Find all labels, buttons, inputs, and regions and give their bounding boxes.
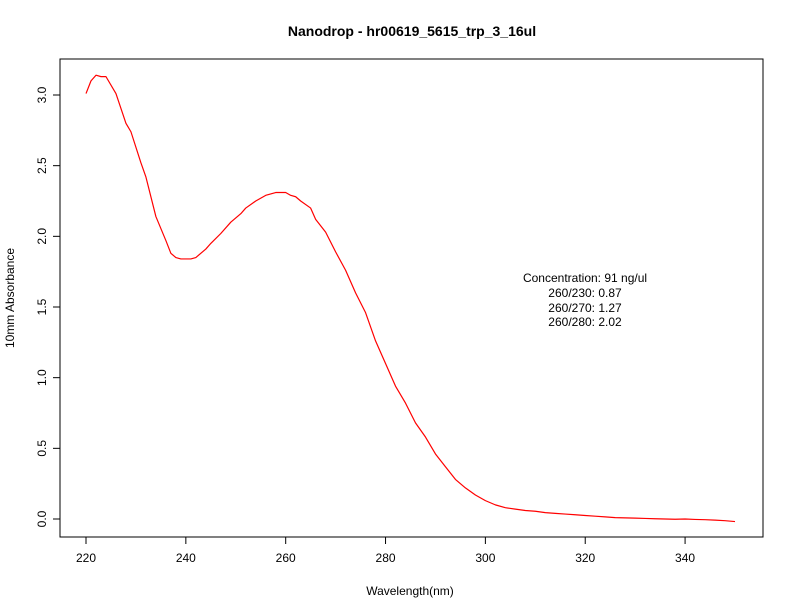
y-tick-label: 3.0: [35, 86, 49, 103]
chart-title: Nanodrop - hr00619_5615_trp_3_16ul: [288, 23, 536, 39]
series-layer: [85, 74, 736, 523]
annotation-block: Concentration: 91 ng/ul 260/230: 0.87 26…: [523, 271, 647, 329]
annotation-concentration: Concentration: 91 ng/ul: [523, 271, 647, 285]
y-tick-label: 0.0: [35, 510, 49, 527]
y-axis: 0.0 0.5 1.0 1.5 2.0 2.5 3.0: [35, 86, 61, 527]
x-tick-label: 260: [276, 551, 296, 565]
y-tick-label: 1.0: [35, 369, 49, 386]
plot-frame: [59, 58, 764, 538]
x-axis: 220 240 260 280 300 320 340: [76, 536, 695, 565]
x-tick-label: 340: [675, 551, 695, 565]
y-tick-label: 2.0: [35, 228, 49, 245]
annotation-ratio-260-280: 260/280: 2.02: [548, 315, 622, 329]
y-axis-label: 10mm Absorbance: [3, 248, 17, 348]
x-tick-label: 300: [475, 551, 495, 565]
absorbance-series-line: [85, 74, 736, 523]
annotation-ratio-260-230: 260/230: 0.87: [548, 286, 622, 300]
y-tick-label: 2.5: [35, 157, 49, 174]
y-tick-label: 0.5: [35, 440, 49, 457]
x-tick-label: 240: [176, 551, 196, 565]
x-axis-label: Wavelength(nm): [366, 584, 454, 598]
x-tick-label: 280: [376, 551, 396, 565]
x-tick-label: 320: [575, 551, 595, 565]
annotation-ratio-260-270: 260/270: 1.27: [548, 301, 622, 315]
x-tick-label: 220: [76, 551, 96, 565]
y-tick-label: 1.5: [35, 298, 49, 315]
